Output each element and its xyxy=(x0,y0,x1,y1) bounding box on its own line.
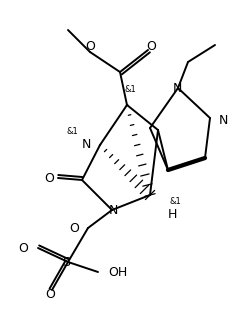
Text: N: N xyxy=(219,114,228,127)
Text: &1: &1 xyxy=(124,85,136,94)
Text: O: O xyxy=(18,242,28,254)
Text: O: O xyxy=(85,40,95,53)
Text: N: N xyxy=(172,82,182,95)
Text: &1: &1 xyxy=(66,127,78,136)
Text: O: O xyxy=(44,171,54,184)
Text: N: N xyxy=(108,203,118,216)
Text: &1: &1 xyxy=(170,197,182,206)
Text: OH: OH xyxy=(108,266,127,278)
Text: H: H xyxy=(168,208,177,221)
Text: O: O xyxy=(69,221,79,234)
Text: O: O xyxy=(146,39,156,53)
Text: S: S xyxy=(62,257,70,270)
Text: O: O xyxy=(45,287,55,300)
Text: N: N xyxy=(82,138,91,151)
